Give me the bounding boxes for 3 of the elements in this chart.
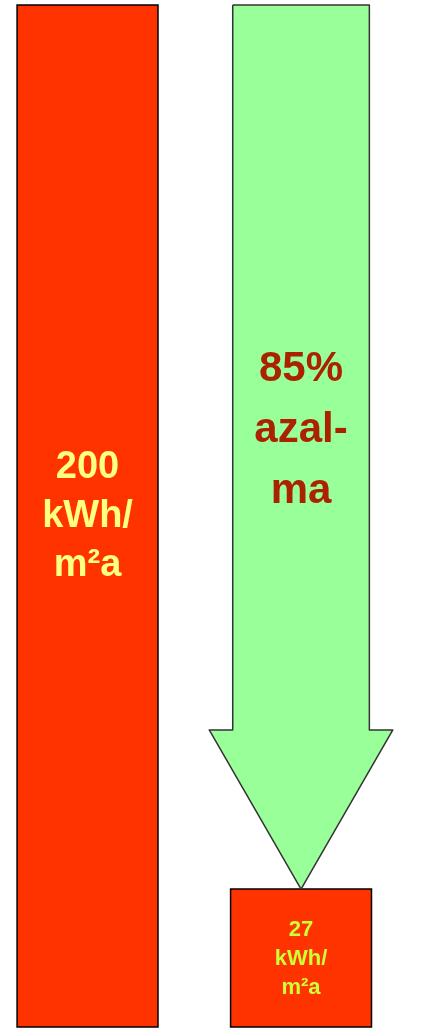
annotation: 85% azal-ma (254, 343, 348, 513)
data-label: 200 kWh/m²a (42, 443, 134, 585)
data-label: 27 kWh/m²a (274, 916, 328, 999)
